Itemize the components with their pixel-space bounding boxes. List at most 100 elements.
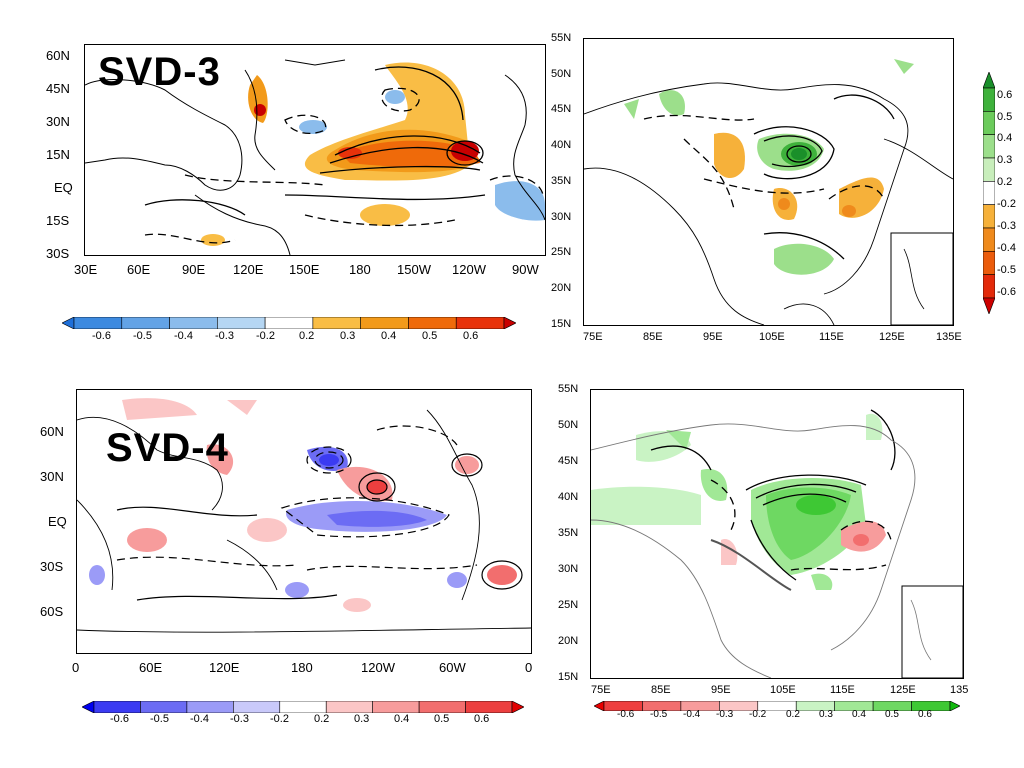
lat-label: 50N: [558, 419, 579, 431]
colorbar-label: 0.2: [299, 330, 315, 342]
lon-label: 150W: [397, 262, 431, 277]
lon-label: 125E: [890, 684, 916, 696]
colorbar-label: -0.3: [716, 709, 734, 720]
colorbar-swatch: [279, 700, 327, 714]
lat-label: 55N: [551, 32, 572, 44]
svd4-china-field: [591, 409, 963, 678]
colorbar-label: 0.4: [381, 330, 397, 342]
lat-label: 45N: [46, 81, 70, 96]
lon-label: 75E: [583, 331, 603, 343]
lat-label: 60S: [40, 604, 64, 619]
colorbar-swatch: [372, 700, 420, 714]
colorbar-swatch: [982, 71, 996, 89]
svd3-sst-colorbar: [61, 316, 517, 330]
lat-label: 35N: [551, 175, 572, 187]
svd3-china-colorbar: [982, 71, 996, 315]
lat-label: 40N: [551, 139, 572, 151]
colorbar-swatch: [949, 700, 961, 712]
svd3-sst-field: [85, 59, 545, 255]
colorbar-label: 0.4: [394, 713, 410, 725]
svd4-china-colorbar: [593, 698, 961, 712]
svd4-china-map: [590, 389, 964, 679]
lat-label: 60N: [46, 48, 70, 63]
lon-label: 115E: [819, 331, 844, 343]
colorbar-swatch: [217, 316, 266, 330]
svd4-sst-field: [77, 398, 531, 633]
lon-label: 120E: [209, 660, 240, 675]
lat-label: 30S: [46, 246, 70, 261]
lon-label: 95E: [711, 684, 731, 696]
colorbar-label: 0.3: [354, 713, 370, 725]
lon-label: 150E: [289, 262, 320, 277]
lat-label: 25N: [558, 599, 579, 611]
colorbar-label: -0.3: [997, 220, 1016, 232]
lon-label: 60W: [439, 660, 466, 675]
colorbar-label: 0.5: [885, 709, 899, 720]
lon-label: 105E: [759, 331, 785, 343]
lon-label: 180: [291, 660, 313, 675]
colorbar-swatch: [982, 251, 996, 275]
colorbar-label: 0.6: [997, 89, 1013, 101]
colorbar-label: -0.5: [133, 330, 152, 342]
svd3-china-map: [583, 38, 954, 326]
colorbar-label: -0.3: [230, 713, 249, 725]
colorbar-label: 0.6: [918, 709, 932, 720]
colorbar-label: -0.4: [683, 709, 701, 720]
colorbar-swatch: [982, 111, 996, 135]
colorbar-label: -0.5: [997, 264, 1016, 276]
lon-label: 120W: [452, 262, 486, 277]
colorbar-label: -0.6: [110, 713, 129, 725]
lat-label: 25N: [551, 246, 572, 258]
colorbar-label: -0.2: [256, 330, 275, 342]
colorbar-swatch: [93, 700, 141, 714]
svd3-china-field: [584, 59, 953, 325]
colorbar-label: -0.2: [749, 709, 767, 720]
lon-label: 30E: [74, 262, 98, 277]
colorbar-label: 0.2: [314, 713, 330, 725]
lon-label: 60E: [139, 660, 163, 675]
colorbar-swatch: [593, 700, 605, 712]
lat-label: 60N: [40, 424, 64, 439]
lat-label: 45N: [551, 103, 572, 115]
lat-label: 20N: [551, 282, 572, 294]
colorbar-label: 0.4: [852, 709, 866, 720]
colorbar-swatch: [61, 316, 75, 330]
colorbar-swatch: [455, 316, 505, 330]
lat-label: 55N: [558, 383, 579, 395]
colorbar-label: 0.5: [422, 330, 438, 342]
lat-label: 15S: [46, 213, 70, 228]
colorbar-swatch: [325, 700, 373, 714]
colorbar-swatch: [73, 316, 123, 330]
svd3-sst-map: [84, 44, 546, 256]
colorbar-label: -0.5: [650, 709, 668, 720]
colorbar-swatch: [503, 316, 517, 330]
colorbar-swatch: [511, 700, 525, 714]
colorbar-swatch: [418, 700, 466, 714]
colorbar-swatch: [121, 316, 170, 330]
svd4-sst-colorbar: [81, 700, 525, 714]
lat-label: 30N: [558, 563, 579, 575]
colorbar-label: -0.3: [215, 330, 234, 342]
lat-label: EQ: [48, 514, 67, 529]
colorbar-label: 0.3: [340, 330, 356, 342]
colorbar-label: -0.4: [190, 713, 209, 725]
colorbar-label: -0.4: [174, 330, 193, 342]
lon-label: 90W: [512, 262, 539, 277]
lat-label: 50N: [551, 68, 572, 80]
colorbar-label: 0.4: [997, 132, 1013, 144]
colorbar-label: 0.3: [997, 154, 1013, 166]
lon-label: 0: [72, 660, 80, 675]
lat-label: 30N: [46, 114, 70, 129]
lon-label: 85E: [651, 684, 671, 696]
colorbar-swatch: [233, 700, 281, 714]
colorbar-label: -0.2: [270, 713, 289, 725]
colorbar-swatch: [408, 316, 457, 330]
lon-label: 135: [950, 684, 969, 696]
colorbar-swatch: [360, 316, 409, 330]
lon-label: 120E: [233, 262, 264, 277]
svd4-sst-map: [76, 389, 532, 654]
colorbar-label: -0.2: [997, 198, 1016, 210]
lon-label: 0: [525, 660, 533, 675]
colorbar-label: -0.6: [617, 709, 635, 720]
lon-label: 90E: [182, 262, 206, 277]
